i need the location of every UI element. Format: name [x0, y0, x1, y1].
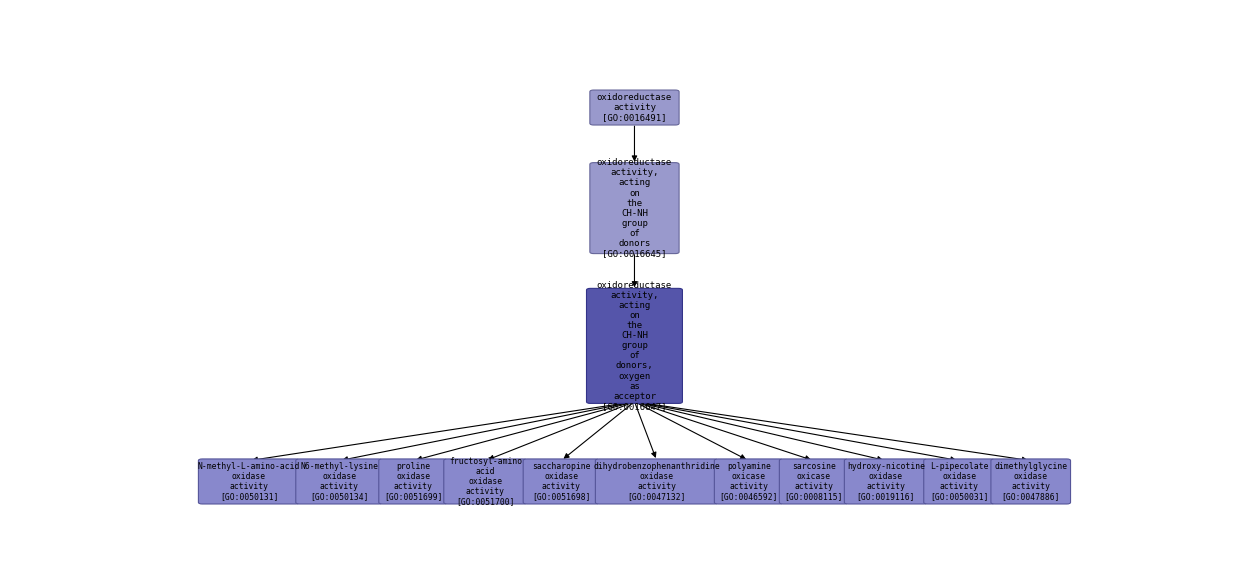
- FancyBboxPatch shape: [595, 459, 718, 504]
- FancyBboxPatch shape: [780, 459, 848, 504]
- FancyBboxPatch shape: [844, 459, 927, 504]
- Text: dimethylglycine
oxidase
activity
[GO:0047886]: dimethylglycine oxidase activity [GO:004…: [994, 462, 1067, 501]
- Text: N-methyl-L-amino-acid
oxidase
activity
[GO:0050131]: N-methyl-L-amino-acid oxidase activity […: [198, 462, 300, 501]
- Text: proline
oxidase
activity
[GO:0051699]: proline oxidase activity [GO:0051699]: [384, 462, 442, 501]
- Text: fructosyl-amino
acid
oxidase
activity
[GO:0051700]: fructosyl-amino acid oxidase activity [G…: [449, 457, 522, 506]
- Text: L-pipecolate
oxidase
activity
[GO:0050031]: L-pipecolate oxidase activity [GO:005003…: [930, 462, 988, 501]
- FancyBboxPatch shape: [990, 459, 1071, 504]
- Text: oxidoreductase
activity,
acting
on
the
CH-NH
group
of
donors,
oxygen
as
acceptor: oxidoreductase activity, acting on the C…: [597, 281, 672, 411]
- Text: polyamine
oxicase
activity
[GO:0046592]: polyamine oxicase activity [GO:0046592]: [719, 462, 777, 501]
- FancyBboxPatch shape: [524, 459, 599, 504]
- Text: oxidoreductase
activity
[GO:0016491]: oxidoreductase activity [GO:0016491]: [597, 93, 672, 122]
- FancyBboxPatch shape: [589, 90, 680, 125]
- FancyBboxPatch shape: [296, 459, 383, 504]
- Text: saccharopine
oxidase
activity
[GO:0051698]: saccharopine oxidase activity [GO:005169…: [532, 462, 591, 501]
- Text: dihydrobenzophenanthridine
oxidase
activity
[GO:0047132]: dihydrobenzophenanthridine oxidase activ…: [593, 462, 721, 501]
- FancyBboxPatch shape: [587, 289, 682, 403]
- FancyBboxPatch shape: [924, 459, 995, 504]
- FancyBboxPatch shape: [714, 459, 784, 504]
- Text: sarcosine
oxicase
activity
[GO:0008115]: sarcosine oxicase activity [GO:0008115]: [785, 462, 843, 501]
- FancyBboxPatch shape: [379, 459, 448, 504]
- FancyBboxPatch shape: [443, 459, 527, 504]
- Text: hydroxy-nicotine
oxidase
activity
[GO:0019116]: hydroxy-nicotine oxidase activity [GO:00…: [847, 462, 925, 501]
- Text: N6-methyl-lysine
oxidase
activity
[GO:0050134]: N6-methyl-lysine oxidase activity [GO:00…: [300, 462, 378, 501]
- Text: oxidoreductase
activity,
acting
on
the
CH-NH
group
of
donors
[GO:0016645]: oxidoreductase activity, acting on the C…: [597, 158, 672, 258]
- FancyBboxPatch shape: [589, 162, 680, 253]
- FancyBboxPatch shape: [198, 459, 300, 504]
